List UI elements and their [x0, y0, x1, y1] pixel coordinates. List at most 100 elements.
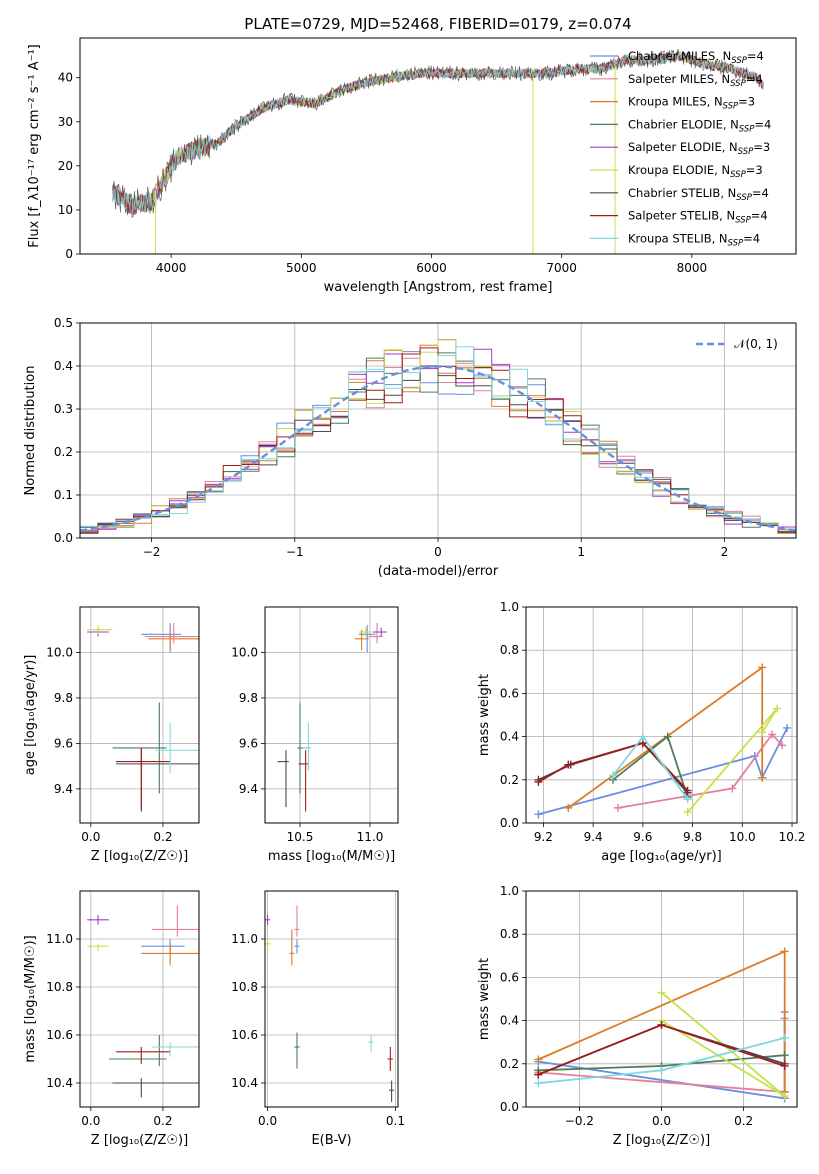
y-tick-label: 9.6 [54, 736, 73, 750]
y-tick-label: 0.4 [500, 730, 519, 744]
x-tick-label: 9.2 [534, 830, 553, 844]
y-tick-label: 40 [58, 71, 73, 85]
legend-entry: Kroupa STELIB, NSSP=4 [628, 231, 760, 248]
plot-area [112, 49, 764, 254]
x-tick-label: −2 [143, 545, 161, 559]
y-tick-label: 10 [58, 203, 73, 217]
panel-weight-vs-age: 9.2 9.4 9.6 9.8 10.0 10.2 0.0 0.2 0.4 0.6 0.8 1.0 ag… [477, 600, 805, 864]
legend-subscript: SSP [738, 147, 754, 157]
legend-entry: 𝒩(0, 1) [734, 337, 778, 351]
x-axis-label: age [log₁₀(age/yr)] [601, 849, 722, 864]
x-tick-label: 0.1 [386, 1114, 405, 1128]
y-tick-label: 10.0 [46, 645, 73, 659]
weight-marker-kroupa-elodie [657, 988, 666, 997]
plot-area [265, 905, 395, 1103]
plot-area [87, 905, 199, 1098]
weight-marker-salpeter-stelib [534, 777, 543, 786]
y-axis-label: Normed distribution [23, 366, 38, 496]
x-tick-label: 0.0 [81, 1114, 100, 1128]
weight-marker-kroupa-miles [534, 1055, 543, 1064]
weight-marker-chabrier-elodie [780, 1051, 789, 1060]
y-tick-label: 11.0 [46, 932, 73, 946]
legend-entry: Kroupa ELODIE, NSSP=3 [628, 163, 763, 180]
histogram-kroupa-stelib [80, 346, 796, 530]
panel-mass-vs-ebv: 0.0 0.1 10.4 10.6 10.8 11.0 E(B-V) [231, 890, 405, 1148]
x-tick-label: 5000 [286, 261, 317, 275]
x-tick-label: 0.0 [81, 830, 100, 844]
weight-marker-chabrier-miles [783, 723, 792, 732]
weight-marker-kroupa-miles [780, 947, 789, 956]
legend-suffix: =3 [738, 95, 755, 109]
x-tick-label: 10.5 [287, 830, 314, 844]
panel-spectrum: 4000 5000 6000 7000 8000 0 10 20 30 40 wavelength … [27, 37, 797, 295]
y-tick-label: 20 [58, 159, 73, 173]
axes-frame [79, 37, 797, 255]
y-tick-label: 0.8 [500, 927, 519, 941]
weight-marker-salpeter-stelib [780, 1061, 789, 1070]
y-tick-label: 10.6 [231, 1028, 258, 1042]
panel-age-vs-z: 0.0 0.2 9.4 9.6 9.8 10.0 Z [log₁₀(Z/Z☉)] age [l… [23, 606, 200, 864]
spectrum-legend: Chabrier MILES, NSSP=4 Salpeter MILES, NS… [590, 49, 771, 248]
weight-marker-chabrier-elodie [663, 732, 672, 741]
y-tick-label: 0.2 [500, 1057, 519, 1071]
spectrum-series-salpeter-stelib [112, 51, 764, 215]
y-axis-label: age [log₁₀(age/yr)] [23, 655, 38, 776]
weight-marker-salpeter-stelib [683, 786, 692, 795]
legend-suffix: =4 [754, 117, 771, 131]
axes-frame [264, 606, 399, 824]
legend-entry: Kroupa MILES, NSSP=3 [628, 95, 755, 112]
x-tick-label: 9.8 [683, 830, 702, 844]
y-axis-label: mass weight [477, 674, 492, 756]
axes-frame [525, 890, 798, 1108]
y-tick-label: 0.4 [54, 359, 73, 373]
weight-marker-kroupa-stelib [609, 771, 618, 780]
weight-marker-salpeter-miles [768, 730, 777, 739]
spectrum-series-kroupa-stelib [112, 51, 764, 214]
weight-line-salpeter-miles [617, 732, 783, 809]
y-tick-label: 0.4 [500, 1014, 519, 1028]
x-tick-label: 0.0 [652, 1114, 671, 1128]
y-axis-label: mass [log₁₀(M/M☉)] [23, 935, 38, 1062]
legend-entry: Chabrier MILES, NSSP=4 [628, 49, 764, 66]
legend-subscript: SSP [728, 238, 744, 248]
x-tick-label: 9.4 [584, 830, 603, 844]
legend-entry: Salpeter STELIB, NSSP=4 [628, 209, 768, 226]
legend-suffix: =3 [746, 163, 763, 177]
x-tick-label: 7000 [546, 261, 577, 275]
axes-frame [79, 606, 200, 824]
figure-title: PLATE=0729, MJD=52468, FIBERID=0179, z=0… [244, 15, 631, 33]
y-tick-label: 0.1 [54, 488, 73, 502]
x-axis-label: Z [log₁₀(Z/Z☉)] [613, 1133, 710, 1148]
legend-suffix: =4 [752, 186, 769, 200]
plot-area [80, 339, 796, 534]
plot-area [534, 947, 789, 1103]
legend-suffix: =4 [747, 49, 764, 63]
weight-marker-kroupa-stelib [780, 1033, 789, 1042]
y-tick-label: 10.6 [46, 1028, 73, 1042]
weight-marker-salpeter-miles [778, 741, 787, 750]
y-tick-label: 0.6 [500, 686, 519, 700]
weight-marker-salpeter-stelib [657, 1020, 666, 1029]
x-tick-label: 0.0 [258, 1114, 277, 1128]
legend-subscript: SSP [739, 124, 755, 134]
weight-line-kroupa-elodie [686, 707, 778, 813]
x-tick-label: 1 [577, 545, 585, 559]
y-tick-label: 1.0 [500, 600, 519, 614]
panel-mass-vs-z: 0.0 0.2 10.4 10.6 10.8 11.0 Z [log₁₀(Z/Z☉)] mas… [23, 890, 200, 1148]
y-tick-label: 0.2 [54, 445, 73, 459]
legend-suffix: =4 [751, 209, 768, 223]
panel-residuals: −2 −1 0 1 2 0.0 0.1 0.2 0.3 0.4 0.5 (data-model)/er… [23, 316, 797, 579]
legend-entry: Chabrier STELIB, NSSP=4 [628, 186, 769, 203]
y-tick-label: 0.6 [500, 970, 519, 984]
y-tick-label: 0.0 [54, 531, 73, 545]
legend-entry: Salpeter MILES, NSSP=4 [628, 72, 763, 89]
x-tick-label: −0.2 [565, 1114, 594, 1128]
weight-marker-kroupa-stelib [534, 1079, 543, 1088]
legend-subscript: SSP [730, 170, 746, 180]
weight-marker-kroupa-miles [758, 663, 767, 672]
legend-entry: Chabrier ELODIE, NSSP=4 [628, 117, 771, 134]
y-axis-label: Flux [f_λ10⁻¹⁷ erg cm⁻² s⁻¹ A⁻¹] [27, 44, 42, 248]
plot-area [534, 663, 792, 819]
axes-frame [79, 322, 797, 539]
